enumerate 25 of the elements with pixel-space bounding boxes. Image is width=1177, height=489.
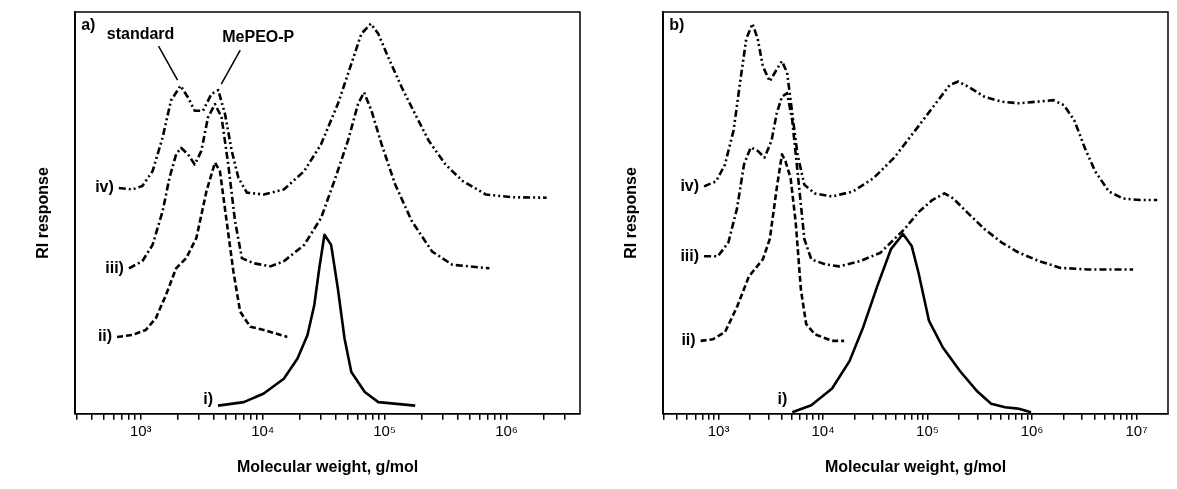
x-tick-label: 10⁶: [1020, 421, 1044, 439]
x-tick-label: 10⁶: [495, 421, 519, 439]
annotation: MePEO-P: [222, 28, 295, 46]
x-tick-label: 10⁷: [1125, 421, 1148, 439]
x-tick-label: 10³: [129, 421, 152, 439]
annotation: b): [669, 16, 685, 34]
x-axis-title: Molecular weight, g/mol: [824, 457, 1007, 475]
x-tick-label: 10⁵: [373, 421, 397, 439]
x-tick-label: 10⁵: [916, 421, 940, 439]
series-label: i): [777, 390, 788, 408]
series-label: ii): [97, 327, 113, 345]
y-axis-title: RI response: [34, 167, 52, 259]
series-label: i): [203, 390, 213, 408]
series-label: iii): [105, 258, 124, 276]
x-tick-label: 10³: [707, 421, 730, 439]
series-label: iv): [95, 178, 114, 196]
series-label: iii): [680, 246, 700, 264]
series-label: ii): [681, 331, 696, 349]
series-label: iv): [680, 176, 700, 194]
x-tick-label: 10⁴: [251, 421, 275, 439]
x-axis-title: Molecular weight, g/mol: [236, 457, 419, 475]
y-axis-title: RI response: [622, 167, 640, 259]
annotation: standard: [106, 24, 175, 42]
annotation: a): [81, 16, 96, 34]
x-tick-label: 10⁴: [811, 421, 835, 439]
